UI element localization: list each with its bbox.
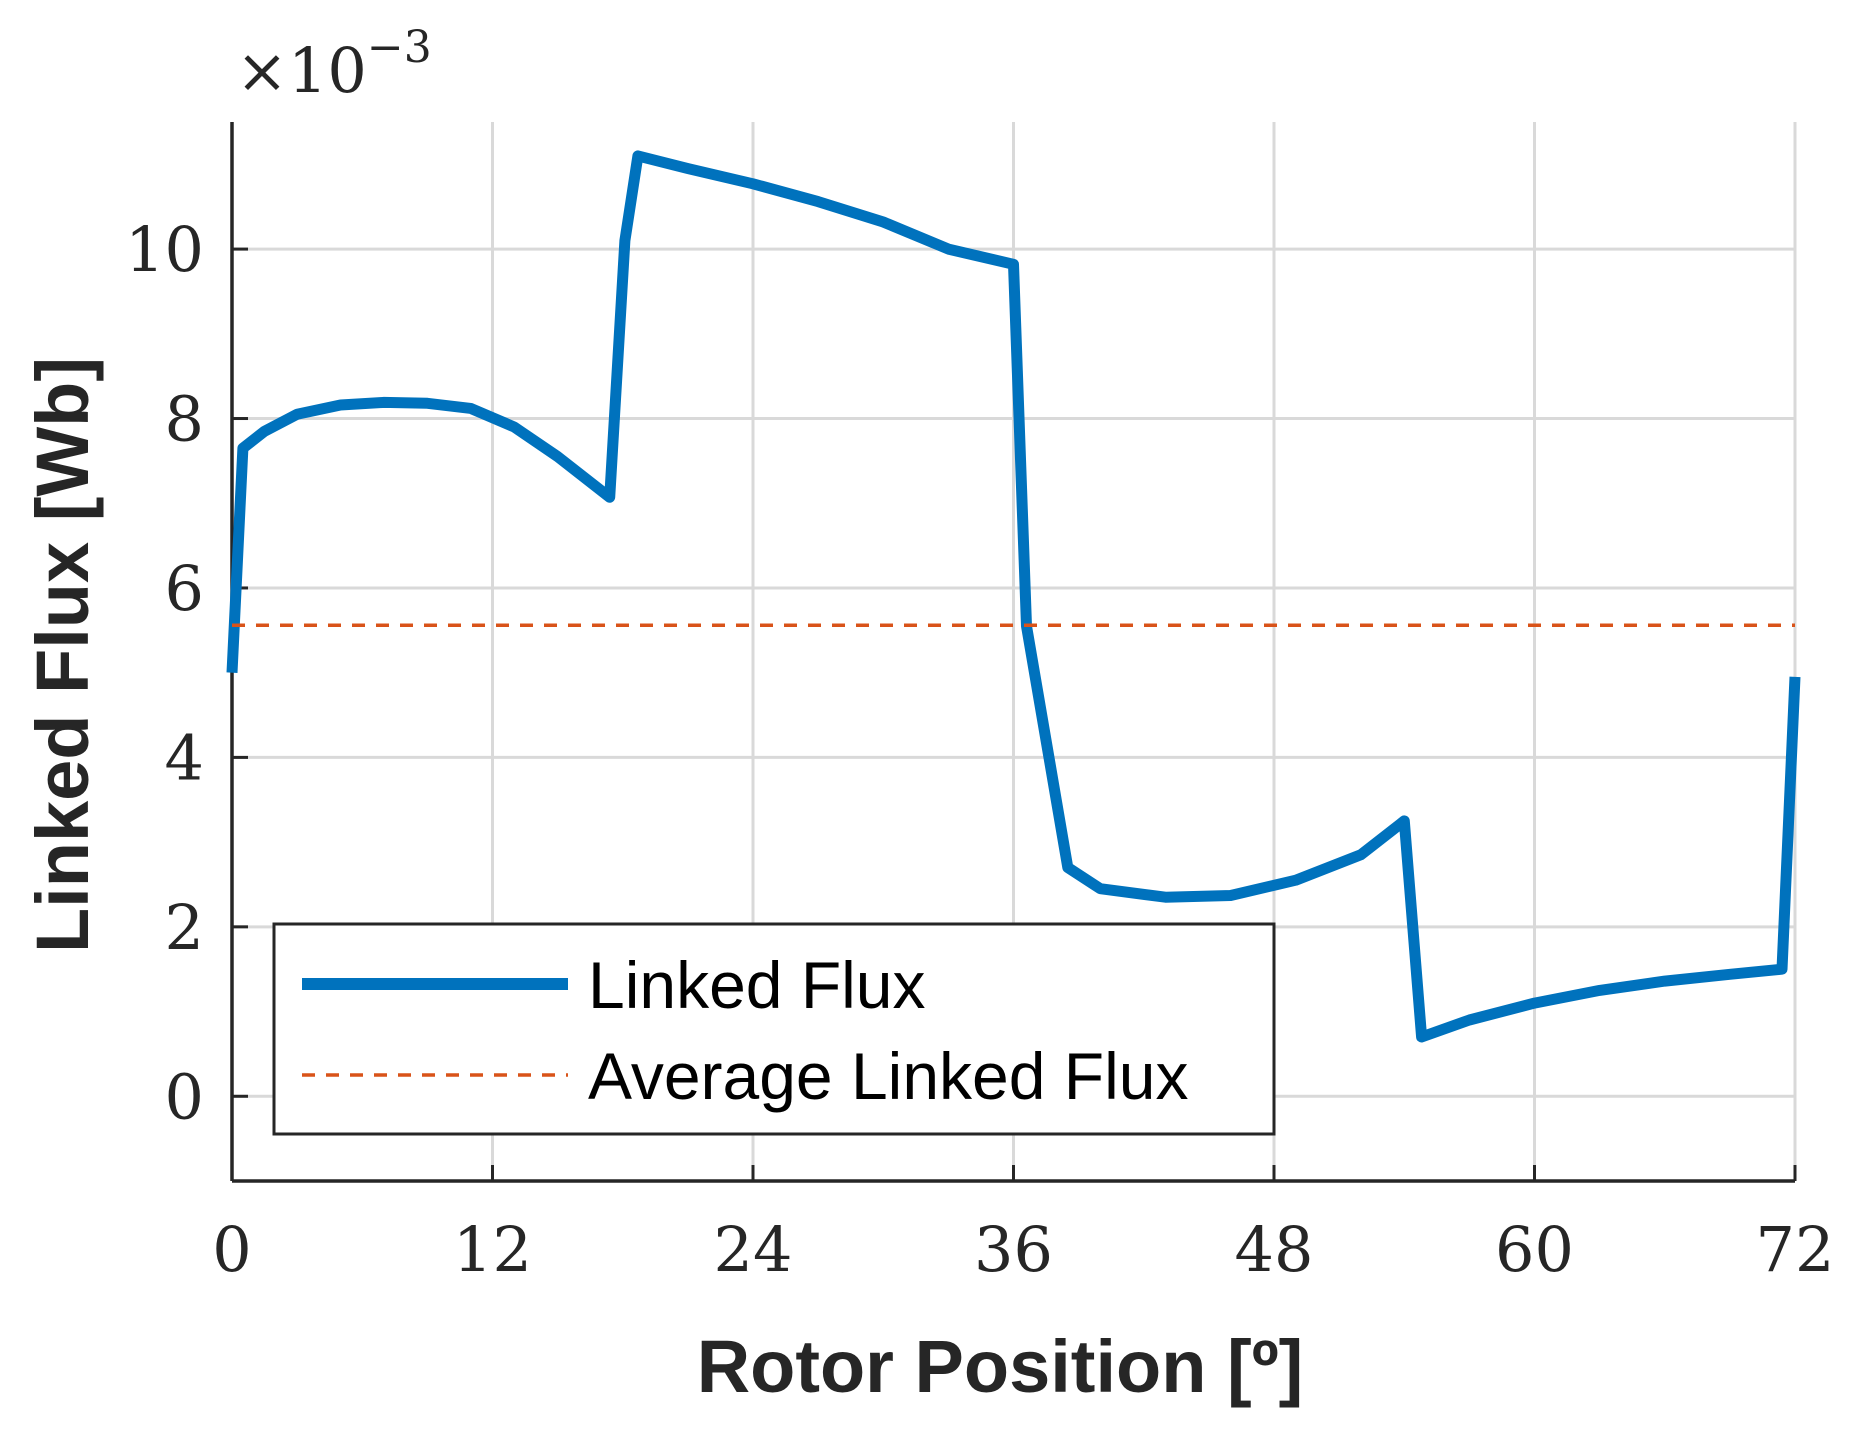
y-tick-label: 6 xyxy=(165,552,204,625)
x-axis-label: Rotor Position [º] xyxy=(697,1325,1304,1408)
x-tick-label: 12 xyxy=(453,1213,532,1286)
y-tick-label: 8 xyxy=(165,383,204,456)
x-tick-label: 60 xyxy=(1495,1213,1574,1286)
y-tick-label: 4 xyxy=(165,721,204,794)
x-tick-label: 48 xyxy=(1235,1213,1314,1286)
y-axis-label: Linked Flux [Wb] xyxy=(21,357,104,953)
y-axis-scale-exponent: −3 xyxy=(367,22,432,73)
legend-label-linked-flux: Linked Flux xyxy=(588,948,926,1022)
legend-label-average-linked-flux: Average Linked Flux xyxy=(588,1039,1188,1113)
y-axis-scale-factor: ×10−3 xyxy=(236,22,432,107)
x-tick-label: 24 xyxy=(714,1213,793,1286)
series-line-linked-flux xyxy=(226,150,1801,1043)
tick-marks xyxy=(230,247,1797,1181)
series xyxy=(226,150,1801,1043)
legend: Linked Flux Average Linked Flux xyxy=(272,922,1276,1136)
y-axis-scale-base: ×10 xyxy=(236,34,367,107)
x-tick-label: 36 xyxy=(974,1213,1053,1286)
y-tick-label: 10 xyxy=(125,213,204,286)
x-tick-label: 72 xyxy=(1756,1213,1835,1286)
y-tick-label: 0 xyxy=(165,1060,204,1133)
legend-box xyxy=(272,922,1276,1136)
y-tick-label: 2 xyxy=(165,891,204,964)
x-tick-label: 0 xyxy=(212,1213,251,1286)
